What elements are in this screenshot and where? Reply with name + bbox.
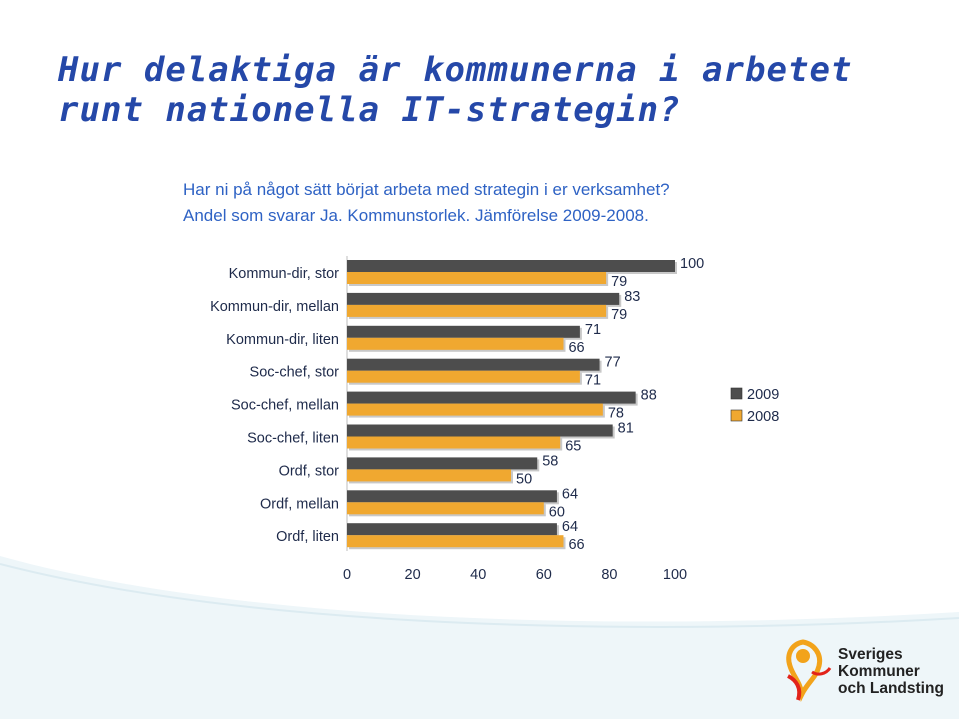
bar-2008 <box>347 403 603 416</box>
chart-subtitle: Andel som svarar Ja. Kommunstorlek. Jämf… <box>183 206 649 225</box>
data-label-2008: 50 <box>516 471 532 487</box>
data-label-2008: 79 <box>611 274 627 290</box>
data-label-2009: 81 <box>618 421 634 437</box>
data-label-2008: 71 <box>585 373 601 389</box>
bar-2008 <box>347 502 544 515</box>
data-label-2009: 64 <box>562 519 578 535</box>
data-label-2008: 78 <box>608 406 624 422</box>
footer-wave-decoration <box>0 556 959 719</box>
data-label-2008: 66 <box>568 537 584 553</box>
logo-line-1: Sveriges <box>838 646 903 663</box>
bar-2008 <box>347 337 564 350</box>
data-label-2009: 71 <box>585 322 601 338</box>
category-label: Ordf, mellan <box>260 496 339 512</box>
x-tick-label: 100 <box>663 567 687 583</box>
data-label-2009: 58 <box>542 453 558 469</box>
category-label: Kommun-dir, liten <box>226 332 339 348</box>
legend-swatch <box>730 409 743 422</box>
bar-2008 <box>347 370 580 383</box>
x-tick-label: 40 <box>470 567 486 583</box>
x-tick-label: 0 <box>343 567 351 583</box>
x-tick-label: 60 <box>536 567 552 583</box>
category-label: Soc-chef, mellan <box>231 398 339 414</box>
data-label-2008: 60 <box>549 504 565 520</box>
bar-2008 <box>347 304 607 317</box>
data-label-2009: 64 <box>562 486 578 502</box>
data-label-2008: 65 <box>565 439 581 455</box>
data-label-2008: 79 <box>611 307 627 323</box>
data-label-2009: 100 <box>680 256 704 272</box>
category-label: Ordf, stor <box>279 463 340 479</box>
logo-line-2: Kommuner <box>838 663 920 680</box>
bar-2009 <box>347 457 538 470</box>
skl-logo-icon <box>786 639 832 702</box>
category-label: Soc-chef, stor <box>250 365 340 381</box>
bar-2009 <box>347 358 600 371</box>
bar-2009 <box>347 424 613 437</box>
bar-2008 <box>347 535 564 548</box>
bar-2009 <box>347 325 580 338</box>
category-label: Kommun-dir, stor <box>229 266 340 282</box>
chart-title: Har ni på något sätt börjat arbeta med s… <box>183 180 670 199</box>
bar-2008 <box>347 469 511 482</box>
category-label: Kommun-dir, mellan <box>210 299 339 315</box>
x-tick-label: 80 <box>601 567 617 583</box>
category-label: Soc-chef, liten <box>247 431 339 447</box>
chart-header: Har ni på något sätt börjat arbeta med s… <box>183 177 670 229</box>
bar-2009 <box>347 292 620 305</box>
logo-line-3: och Landsting <box>838 680 944 697</box>
slide-title-line-1: Hur delaktiga är kommunerna i arbetet <box>58 50 853 90</box>
bar-2009 <box>347 260 675 272</box>
legend-label: 2009 <box>747 387 779 403</box>
data-label-2009: 88 <box>641 388 657 404</box>
slide-title-line-2: runt nationella IT-strategin? <box>58 90 681 130</box>
data-label-2008: 66 <box>568 340 584 356</box>
legend-label: 2008 <box>747 409 779 425</box>
x-tick-label: 20 <box>405 567 421 583</box>
bar-2008 <box>347 272 607 284</box>
bar-2008 <box>347 436 561 449</box>
slide-title: Hur delaktiga är kommunerna i arbetet ru… <box>58 50 938 130</box>
data-label-2009: 77 <box>605 355 621 371</box>
legend-swatch <box>730 387 743 400</box>
bar-2009 <box>347 490 557 503</box>
bar-2009 <box>347 523 557 536</box>
bar-2009 <box>347 391 636 404</box>
skl-logo-text: Sveriges Kommuner och Landsting <box>838 646 944 697</box>
category-label: Ordf, liten <box>276 529 339 545</box>
data-label-2009: 83 <box>624 289 640 305</box>
